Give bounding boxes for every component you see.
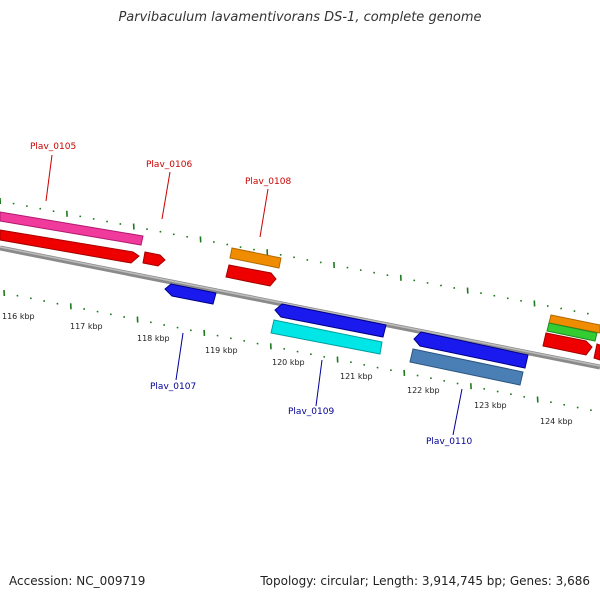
gene-bar-plav-0107[interactable]	[164, 283, 217, 305]
gene-bar-plav-0105[interactable]	[0, 229, 140, 264]
gene-bar-plav-0110[interactable]	[413, 331, 529, 369]
gene-label-plav-0107[interactable]: Plav_0107	[150, 382, 196, 392]
callout-plav-0105	[45, 154, 53, 202]
tick-label: 116 kbp	[2, 312, 35, 321]
gene-label-plav-0109[interactable]: Plav_0109	[288, 407, 334, 417]
tick-label: 119 kbp	[205, 346, 238, 355]
tick-label: 120 kbp	[272, 358, 305, 367]
tick-label: 121 kbp	[340, 372, 373, 381]
gene-bar-plav-0109[interactable]	[274, 303, 387, 338]
gene-label-plav-0108[interactable]: Plav_0108	[245, 177, 291, 187]
inner-dotted-track	[3, 289, 592, 412]
callout-plav-0107	[175, 332, 184, 381]
gene-bar-plav-0106[interactable]	[142, 251, 166, 267]
gene-label-plav-0106[interactable]: Plav_0106	[146, 160, 192, 170]
callout-plav-0110	[452, 388, 463, 436]
gene-bar-right-red-edge[interactable]	[593, 343, 600, 361]
tick-label: 117 kbp	[70, 322, 103, 331]
gene-bar-right-green[interactable]	[546, 322, 598, 342]
tick-label: 122 kbp	[407, 386, 440, 395]
tick-label: 123 kbp	[474, 401, 507, 410]
tick-label: 124 kbp	[540, 417, 573, 426]
gene-bar-right-orange[interactable]	[548, 314, 600, 334]
genome-backbone-highlight	[0, 246, 600, 367]
gene-bar-plav-0105-cds[interactable]	[0, 211, 144, 246]
accession-text: Accession: NC_009719	[9, 574, 146, 588]
gene-bar-plav-0110-cds[interactable]	[409, 348, 524, 386]
gene-bar-plav-0109-cds[interactable]	[270, 319, 383, 355]
tick-label: 118 kbp	[137, 334, 170, 343]
gene-bar-right-red[interactable]	[542, 332, 593, 356]
outer-dotted-track	[0, 197, 589, 315]
gene-bar-plav-0108[interactable]	[225, 264, 277, 287]
callout-plav-0106	[161, 171, 171, 220]
gene-label-plav-0105[interactable]: Plav_0105	[30, 142, 76, 152]
gene-label-plav-0110[interactable]: Plav_0110	[426, 437, 472, 447]
genome-summary-text: Topology: circular; Length: 3,914,745 bp…	[260, 574, 590, 588]
callout-plav-0109	[315, 359, 323, 407]
gene-bar-plav-0108-cds[interactable]	[229, 247, 282, 269]
map-title: Parvibaculum lavamentivorans DS-1, compl…	[118, 10, 482, 25]
callout-plav-0108	[259, 188, 269, 238]
